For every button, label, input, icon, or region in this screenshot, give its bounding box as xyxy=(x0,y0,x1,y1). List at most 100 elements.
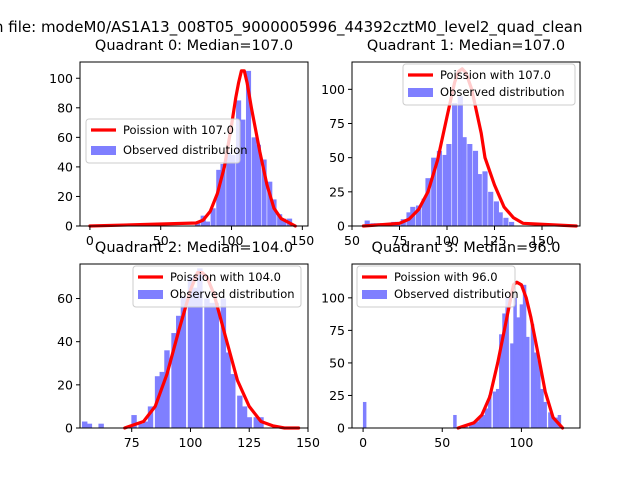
histogram-bar xyxy=(281,218,287,226)
histogram-bar xyxy=(505,297,509,428)
histogram-bar xyxy=(86,423,93,428)
histogram-bar xyxy=(220,298,227,428)
histogram-bar xyxy=(513,297,517,428)
x-tick-label: 0 xyxy=(359,435,367,450)
histogram-bar xyxy=(475,421,479,428)
subplot-title: Quadrant 2: Median=104.0 xyxy=(95,240,293,256)
y-tick-label: 60 xyxy=(57,130,73,145)
x-tick-label: 150 xyxy=(530,233,554,248)
histogram-bar xyxy=(415,205,422,226)
histogram-bar xyxy=(81,421,88,428)
figure-suptitle: n file: modeM0/AS1A13_008T05_9000005996_… xyxy=(0,18,583,37)
y-tick-label: 40 xyxy=(57,334,73,349)
histogram-bar xyxy=(425,178,431,226)
histogram-bar xyxy=(192,287,198,428)
legend-swatch-histogram xyxy=(362,290,387,299)
histogram-bar xyxy=(197,268,203,428)
histogram-bar xyxy=(461,137,467,226)
histogram-bar xyxy=(226,152,232,226)
histogram-bar xyxy=(548,412,552,428)
x-tick-label: 100 xyxy=(435,233,459,248)
histogram-bar xyxy=(526,336,530,428)
legend-label-histogram: Observed distribution xyxy=(170,287,295,301)
histogram-bar xyxy=(442,154,448,226)
y-tick-label: 75 xyxy=(329,116,345,131)
x-tick-label: 75 xyxy=(124,435,140,450)
axes-frame xyxy=(79,263,309,429)
y-tick-label: 80 xyxy=(57,100,73,115)
histogram-bar xyxy=(267,181,273,226)
histogram-bar xyxy=(138,423,144,428)
histogram-bar xyxy=(457,96,463,227)
legend-label-poisson: Poission with 96.0 xyxy=(394,270,498,284)
legend-label-histogram: Observed distribution xyxy=(394,287,519,301)
histogram-bar xyxy=(467,144,473,226)
histogram-bar xyxy=(530,323,535,428)
histogram-bar xyxy=(237,395,243,428)
legend-swatch-histogram xyxy=(408,88,433,97)
y-tick-label: 100 xyxy=(321,82,345,97)
histogram-bar xyxy=(277,214,283,226)
histogram-bar xyxy=(187,276,194,428)
histogram-bar xyxy=(516,317,520,428)
legend-label-histogram: Observed distribution xyxy=(123,143,248,157)
histogram-bar xyxy=(204,298,210,428)
histogram-bar xyxy=(537,360,541,428)
x-tick-label: 50 xyxy=(434,435,450,450)
subplot-quadrant-2: Quadrant 2: Median=104.0 75 100 125 150 0 20 40… xyxy=(57,240,320,450)
legend-swatch-histogram xyxy=(91,146,116,155)
histogram-bar xyxy=(246,417,252,428)
y-tick-label: 0 xyxy=(65,219,73,234)
histogram-bar xyxy=(225,352,231,428)
histogram-bar xyxy=(436,150,442,226)
histogram-bar xyxy=(176,315,182,428)
subplot-title: Quadrant 1: Median=107.0 xyxy=(367,38,565,54)
histogram-bar xyxy=(519,304,524,428)
histogram-bar xyxy=(478,417,482,428)
histogram-bar xyxy=(452,103,458,226)
histogram-bar xyxy=(497,212,503,226)
histogram-bar xyxy=(446,144,452,226)
poisson-curve xyxy=(88,69,297,228)
histogram-bar xyxy=(472,150,479,226)
legend: Poission with 107.0 Observed distribution xyxy=(402,63,576,106)
histogram-bar xyxy=(482,171,488,226)
histogram-bar xyxy=(98,423,104,428)
x-tick-label: 100 xyxy=(220,233,244,248)
histogram-bar xyxy=(476,174,482,226)
legend-label-histogram: Observed distribution xyxy=(440,85,565,99)
histogram-bar xyxy=(499,334,503,428)
histogram-bar xyxy=(230,374,236,428)
x-tick-label: 125 xyxy=(483,233,507,248)
subplot-quadrant-1: Quadrant 1: Median=107.0 50 75 100 125 150 0 25… xyxy=(321,38,581,248)
y-tick-label: 20 xyxy=(57,377,73,392)
histogram-bar xyxy=(180,296,187,428)
histogram-bar xyxy=(271,199,277,226)
histogram-bar xyxy=(143,421,149,428)
x-tick-label: 75 xyxy=(392,233,408,248)
histogram-bar xyxy=(194,223,201,226)
histogram-bar xyxy=(245,70,252,226)
histogram-bar xyxy=(210,208,216,226)
y-tick-label: 75 xyxy=(329,323,345,338)
histogram-bar xyxy=(159,371,165,428)
legend-label-poisson: Poission with 107.0 xyxy=(123,123,234,137)
histogram-bar xyxy=(557,414,562,428)
histogram-bar xyxy=(509,221,515,226)
histogram-bar xyxy=(488,191,494,226)
y-tick-label: 0 xyxy=(337,219,345,234)
histogram-bar xyxy=(253,417,259,428)
histogram-bar xyxy=(551,417,555,428)
subplot-quadrant-0: Quadrant 0: Median=107.0 0 50 100 150 0 20 40 60… xyxy=(49,38,314,248)
x-tick-label: 100 xyxy=(509,435,533,450)
y-tick-label: 100 xyxy=(321,290,345,305)
histogram-bar xyxy=(495,388,500,428)
y-tick-label: 40 xyxy=(57,159,73,174)
histogram-bar xyxy=(453,414,457,428)
histogram-bar xyxy=(431,157,437,226)
y-tick-label: 25 xyxy=(329,184,345,199)
axes-frame xyxy=(351,61,581,227)
histogram-bar xyxy=(164,350,170,428)
subplot-title: Quadrant 3: Median=96.0 xyxy=(372,240,561,256)
y-tick-label: 25 xyxy=(329,388,345,403)
